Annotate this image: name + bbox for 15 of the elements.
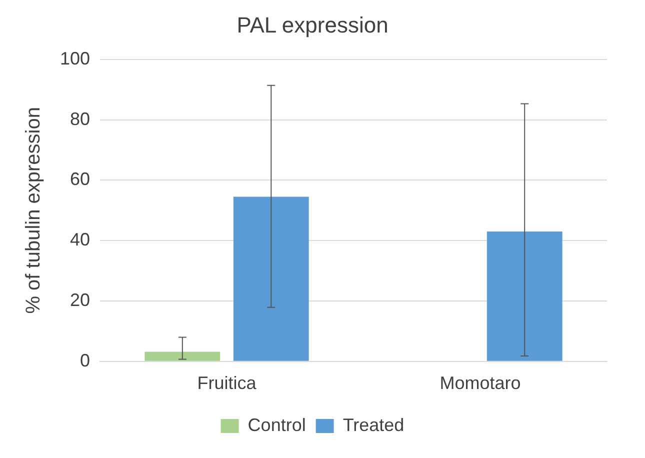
x-tick-label: Momotaro — [440, 373, 521, 394]
y-tick-label: 60 — [70, 169, 90, 190]
y-tick-label: 20 — [70, 290, 90, 310]
legend-label: Control — [248, 414, 306, 435]
y-axis-title: % of tubulin expression — [22, 107, 45, 314]
x-tick-label: Fruitica — [197, 373, 258, 394]
y-tick-label: 40 — [70, 230, 90, 250]
y-tick-label: 0 — [80, 350, 90, 370]
legend-label: Treated — [342, 414, 404, 435]
bar — [486, 232, 562, 361]
y-tick-label: 100 — [60, 48, 90, 68]
bar — [144, 352, 220, 361]
bar — [233, 196, 309, 361]
chart-title: PAL expression — [236, 12, 388, 38]
y-tick-label: 80 — [70, 108, 90, 129]
